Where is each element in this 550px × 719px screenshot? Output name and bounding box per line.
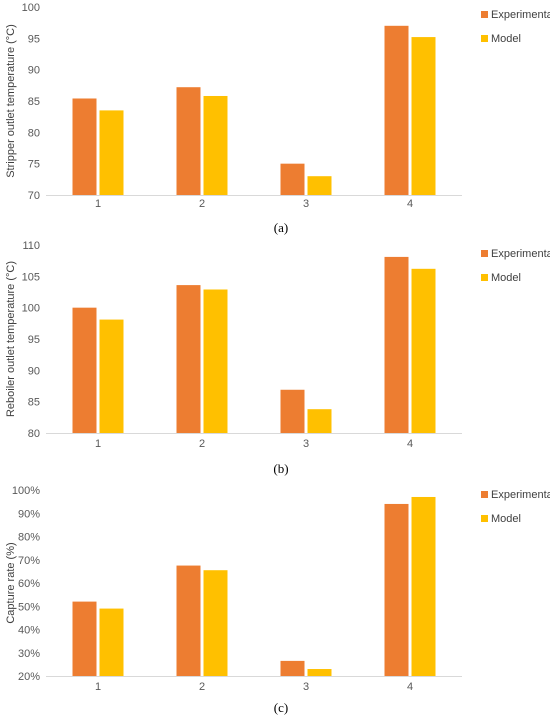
y-tick-label: 100 xyxy=(22,303,40,315)
y-axis-label: Stripper outlet temperature (°C) xyxy=(5,24,17,178)
y-tick-label: 90% xyxy=(18,508,40,520)
y-tick-label: 60% xyxy=(18,578,40,590)
bar-model xyxy=(307,669,332,676)
x-tick-label: 4 xyxy=(407,438,413,450)
y-tick-label: 90 xyxy=(28,65,40,77)
legend-label: Experimental xyxy=(491,489,550,501)
y-tick-label: 95 xyxy=(28,334,40,346)
bar-experimental xyxy=(384,256,409,433)
panel-c: 20% 30% 40% 50% 60% 70% 80% 90% 100% Capture rate… xyxy=(5,485,550,715)
y-tick-label: 30% xyxy=(18,648,40,660)
panel-b: 80 85 90 95 100 105 110 Reboiler outlet tempera… xyxy=(5,240,550,476)
bar-model xyxy=(203,570,228,676)
legend-swatch xyxy=(481,274,488,281)
panel-caption: (b) xyxy=(273,461,288,476)
x-tick-label: 2 xyxy=(199,438,205,450)
bar-model xyxy=(99,608,124,676)
y-tick-label: 90 xyxy=(28,365,40,377)
bar-experimental xyxy=(280,389,305,433)
bar-experimental xyxy=(72,98,97,195)
y-tick-label: 20% xyxy=(18,671,40,683)
y-tick-label: 50% xyxy=(18,601,40,613)
bar-model xyxy=(99,319,124,433)
x-tick-label: 3 xyxy=(303,438,309,450)
x-tick-label: 3 xyxy=(303,198,309,210)
y-tick-label: 70 xyxy=(28,190,40,202)
y-tick-label: 40% xyxy=(18,625,40,637)
x-tick-label: 4 xyxy=(407,681,413,693)
legend-label: Model xyxy=(491,513,521,525)
x-tick-label: 3 xyxy=(303,681,309,693)
x-tick-label: 2 xyxy=(199,198,205,210)
legend-swatch xyxy=(481,491,488,498)
y-axis-label: Capture rate (%) xyxy=(5,542,17,623)
bar-experimental xyxy=(384,503,409,676)
legend-label: Model xyxy=(491,33,521,45)
panel-caption: (a) xyxy=(274,220,288,235)
bar-experimental xyxy=(176,285,201,433)
legend-swatch xyxy=(481,515,488,522)
x-tick-label: 1 xyxy=(95,438,101,450)
legend-swatch xyxy=(481,35,488,42)
bar-model xyxy=(203,289,228,433)
y-tick-label: 100 xyxy=(22,2,40,14)
bar-model xyxy=(203,95,228,195)
y-axis-label: Reboiler outlet temperature (°C) xyxy=(5,261,17,417)
bar-experimental xyxy=(176,87,201,195)
y-tick-label: 80% xyxy=(18,532,40,544)
bar-model xyxy=(307,176,332,195)
bar-model xyxy=(411,496,436,676)
x-tick-label: 1 xyxy=(95,681,101,693)
y-tick-label: 95 xyxy=(28,33,40,45)
bar-model xyxy=(99,110,124,195)
y-tick-label: 105 xyxy=(22,271,40,283)
legend-swatch xyxy=(481,11,488,18)
bar-model xyxy=(307,409,332,433)
x-tick-label: 2 xyxy=(199,681,205,693)
bar-experimental xyxy=(72,601,97,676)
bar-experimental xyxy=(384,25,409,195)
y-tick-label: 75 xyxy=(28,159,40,171)
y-tick-label: 70% xyxy=(18,555,40,567)
y-tick-label: 100% xyxy=(12,485,40,497)
bar-experimental xyxy=(176,565,201,676)
legend-label: Experimental xyxy=(491,248,550,260)
x-tick-label: 1 xyxy=(95,198,101,210)
y-tick-label: 80 xyxy=(28,127,40,139)
bar-experimental xyxy=(280,163,305,195)
y-tick-label: 80 xyxy=(28,428,40,440)
bar-model xyxy=(411,268,436,433)
y-tick-label: 85 xyxy=(28,397,40,409)
legend-swatch xyxy=(481,250,488,257)
panel-caption: (c) xyxy=(274,700,288,715)
y-tick-label: 110 xyxy=(22,240,40,252)
bar-experimental xyxy=(280,660,305,676)
bar-experimental xyxy=(72,307,97,433)
bar-model xyxy=(411,37,436,195)
x-tick-label: 4 xyxy=(407,198,413,210)
y-tick-label: 85 xyxy=(28,96,40,108)
legend-label: Experimental xyxy=(491,9,550,21)
legend-label: Model xyxy=(491,272,521,284)
panel-a: 70 75 80 85 90 95 100 Stripper outlet temperatu… xyxy=(5,2,550,235)
